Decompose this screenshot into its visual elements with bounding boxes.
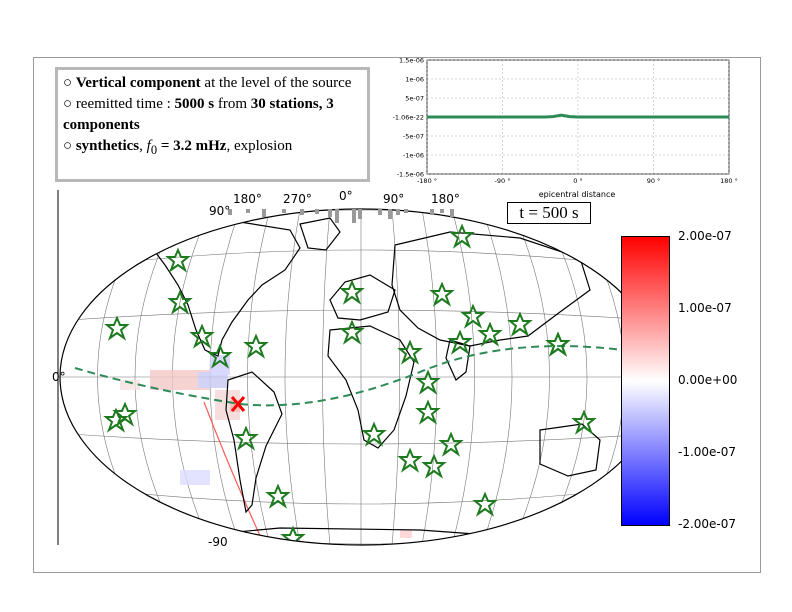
station-star (415, 369, 441, 395)
station-star (207, 343, 233, 369)
lon-label: 270° (283, 192, 312, 206)
info-time-mid: from (214, 96, 251, 112)
y-tick-label: -1.06e-22 (393, 114, 424, 122)
trace-x-ticks: -180 ° -90 ° 0 ° 90 ° 180 ° (417, 177, 738, 185)
colorbar-label: -1.00e-07 (678, 445, 737, 459)
lat-label-top: 90° (209, 204, 230, 218)
info-time: 5000 s (174, 96, 215, 112)
info-f0: f (146, 138, 151, 154)
trace-y-ticks: 1.5e-06 1e-06 5e-07 -1.06e-22 -5e-07 -1e-06 -1… (393, 57, 424, 179)
station-star (571, 409, 597, 435)
station-star (507, 311, 533, 337)
station-star (339, 319, 365, 345)
info-synthetics: synthetics (75, 138, 140, 154)
station-star (449, 223, 475, 249)
info-box: ○ Vertical component at the level of the… (55, 67, 370, 182)
y-tick-label: -5e-07 (403, 133, 424, 141)
y-tick-label: 1e-06 (405, 76, 424, 84)
map-content (60, 209, 662, 545)
series-line (427, 113, 729, 119)
station-star (189, 323, 215, 349)
station-star (165, 247, 191, 273)
station-star (167, 289, 193, 315)
lon-label: 90° (383, 192, 404, 206)
colorbar-label: 0.00e+00 (678, 373, 738, 387)
info-stations: 30 stations, 3 components (63, 96, 334, 133)
station-star (477, 321, 503, 347)
station-star (421, 453, 447, 479)
source-trace (203, 401, 263, 541)
station-star (397, 447, 423, 473)
x-tick-label: 180 ° (720, 177, 738, 185)
station-star (472, 491, 498, 517)
info-line-time: ○ reemitted time : 5000 s from 30 statio… (63, 96, 334, 133)
lon-label: 180° (431, 192, 460, 206)
x-tick-label: -90 ° (495, 177, 511, 185)
station-star (397, 339, 423, 365)
y-tick-label: 1.5e-06 (399, 57, 424, 65)
info-line-synthetics: ○ synthetics, f0 = 3.2 mHz, explosion (63, 138, 293, 157)
info-freq: = 3.2 mHz (157, 138, 227, 154)
station-star (429, 281, 455, 307)
station-star (361, 421, 387, 447)
station-star (339, 279, 365, 305)
info-f0-sub: 0 (150, 143, 158, 157)
station-markers (103, 223, 597, 545)
colorbar (621, 236, 670, 526)
station-star (233, 425, 259, 451)
info-explosion: , explosion (226, 138, 293, 154)
map-lon-labels: 180° 270° 0° 90° 180° (233, 189, 460, 206)
station-histogram (228, 209, 454, 223)
colorbar-label: 2.00e-07 (678, 229, 732, 243)
info-time-pre: reemitted time : (75, 96, 175, 112)
station-star (460, 303, 486, 329)
x-tick-label: -180 ° (417, 177, 437, 185)
x-tick-label: 90 ° (647, 177, 661, 185)
station-star (243, 333, 269, 359)
colorbar-label: 1.00e-07 (678, 301, 732, 315)
colorbar-label: -2.00e-07 (678, 517, 737, 531)
y-tick-label: -1.5e-06 (397, 171, 424, 179)
y-tick-label: 5e-07 (405, 95, 424, 103)
time-label: t = 500 s (507, 202, 591, 224)
station-star (104, 315, 130, 341)
lon-label: 0° (339, 189, 353, 203)
trace-series (427, 113, 729, 119)
y-tick-label: -1e-06 (403, 152, 424, 160)
trace-xlabel: epicentral distance (539, 190, 616, 199)
lon-label: 180° (233, 192, 262, 206)
station-star (415, 399, 441, 425)
lat-label-equator: 0° (52, 370, 66, 384)
lat-label-bottom: -90 (208, 535, 228, 549)
station-star (545, 331, 571, 357)
station-star (103, 407, 129, 433)
page-frame (33, 57, 761, 573)
info-line-component: ○ Vertical component at the level of the… (63, 75, 352, 91)
station-star (265, 483, 291, 509)
station-star (438, 431, 464, 457)
x-tick-label: 0 ° (573, 177, 582, 185)
info-component-rest: at the level of the source (200, 75, 352, 91)
great-circle-path (74, 345, 662, 407)
station-star (447, 329, 473, 355)
source-marker (230, 396, 246, 412)
info-component: Vertical component (75, 75, 201, 91)
